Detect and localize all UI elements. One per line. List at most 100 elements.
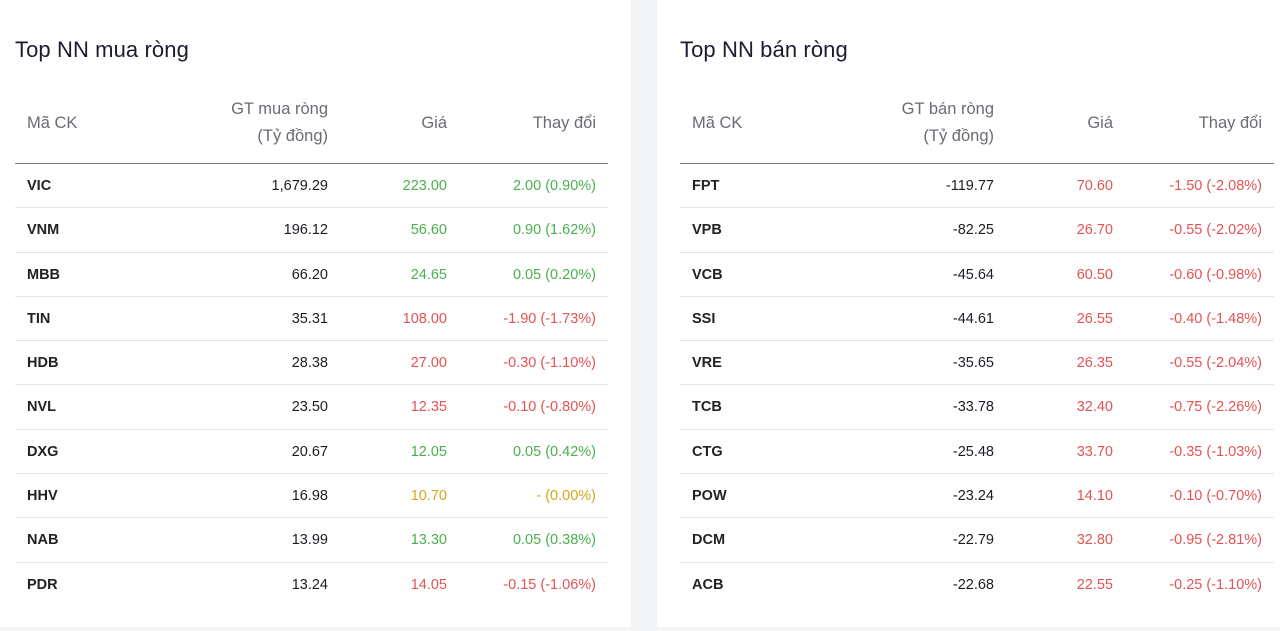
table-row[interactable]: VIC 1,679.29 223.00 2.00 (0.90%) bbox=[15, 164, 608, 209]
table-row[interactable]: CTG -25.48 33.70 -0.35 (-1.03%) bbox=[680, 430, 1274, 475]
net-value: 66.20 bbox=[291, 266, 328, 283]
net-value: -45.64 bbox=[952, 266, 994, 283]
net-value: 35.31 bbox=[291, 310, 328, 327]
stock-code[interactable]: NVL bbox=[27, 399, 56, 416]
price: 22.55 bbox=[1076, 576, 1113, 593]
net-sell-table-header: Mã CK GT bán ròng (Tỷ đồng) Giá Thay đổi bbox=[680, 90, 1274, 164]
net-value: 1,679.29 bbox=[271, 178, 328, 194]
price: 33.70 bbox=[1076, 443, 1113, 460]
table-row[interactable]: FPT -119.77 70.60 -1.50 (-2.08%) bbox=[680, 164, 1274, 209]
table-row[interactable]: DCM -22.79 32.80 -0.95 (-2.81%) bbox=[680, 518, 1274, 563]
price-change: -1.90 (-1.73%) bbox=[503, 310, 596, 327]
table-row[interactable]: PDR 13.24 14.05 -0.15 (-1.06%) bbox=[15, 563, 608, 607]
price-change: -0.40 (-1.48%) bbox=[1169, 310, 1262, 327]
table-row[interactable]: HHV 16.98 10.70 - (0.00%) bbox=[15, 474, 608, 519]
table-row[interactable]: MBB 66.20 24.65 0.05 (0.20%) bbox=[15, 253, 608, 297]
table-row[interactable]: DXG 20.67 12.05 0.05 (0.42%) bbox=[15, 430, 608, 475]
table-row[interactable]: VCB -45.64 60.50 -0.60 (-0.98%) bbox=[680, 253, 1274, 297]
price-change: -0.25 (-1.10%) bbox=[1169, 576, 1262, 593]
stock-code[interactable]: MBB bbox=[27, 266, 61, 283]
header-price: Giá bbox=[1087, 114, 1113, 132]
stock-code[interactable]: DXG bbox=[27, 443, 59, 460]
header-code: Mã CK bbox=[692, 114, 743, 132]
price-change: -0.15 (-1.06%) bbox=[503, 576, 596, 593]
price: 70.60 bbox=[1076, 178, 1113, 194]
stock-code[interactable]: VPB bbox=[692, 222, 722, 239]
stock-code[interactable]: DCM bbox=[692, 532, 726, 549]
price-change: -0.10 (-0.80%) bbox=[503, 399, 596, 416]
stock-code[interactable]: CTG bbox=[692, 443, 723, 460]
stock-code[interactable]: PDR bbox=[27, 576, 58, 593]
price: 32.40 bbox=[1076, 399, 1113, 416]
net-buy-table-header: Mã CK GT mua ròng (Tỷ đồng) Giá Thay đổi bbox=[15, 90, 608, 164]
price-change: -0.10 (-0.70%) bbox=[1169, 488, 1262, 505]
stock-code[interactable]: SSI bbox=[692, 310, 716, 327]
price-change: 0.05 (0.20%) bbox=[512, 266, 596, 283]
table-row[interactable]: TIN 35.31 108.00 -1.90 (-1.73%) bbox=[15, 297, 608, 342]
net-value: -22.68 bbox=[952, 576, 994, 593]
table-row[interactable]: VPB -82.25 26.70 -0.55 (-2.02%) bbox=[680, 208, 1274, 253]
stock-code[interactable]: TIN bbox=[27, 310, 51, 327]
header-net-sell-value: GT bán ròng (Tỷ đồng) bbox=[901, 100, 994, 145]
stock-code[interactable]: VCB bbox=[692, 266, 723, 283]
net-sell-table-body: FPT -119.77 70.60 -1.50 (-2.08%) VPB -82.25 26… bbox=[680, 164, 1274, 607]
table-row[interactable]: HDB 28.38 27.00 -0.30 (-1.10%) bbox=[15, 341, 608, 386]
stock-code[interactable]: VIC bbox=[27, 178, 52, 194]
price-change: 0.90 (1.62%) bbox=[512, 222, 596, 239]
header-net-buy-value: GT mua ròng (Tỷ đồng) bbox=[231, 100, 328, 145]
table-row[interactable]: POW -23.24 14.10 -0.10 (-0.70%) bbox=[680, 474, 1274, 519]
net-value: -33.78 bbox=[952, 399, 994, 416]
stock-code[interactable]: NAB bbox=[27, 532, 59, 549]
price-change: 0.05 (0.38%) bbox=[512, 532, 596, 549]
price: 14.10 bbox=[1076, 488, 1113, 505]
price-change: -0.55 (-2.04%) bbox=[1169, 355, 1262, 372]
net-buy-title: Top NN mua ròng bbox=[15, 37, 189, 62]
stock-code[interactable]: VNM bbox=[27, 222, 60, 239]
stock-code[interactable]: HDB bbox=[27, 355, 59, 372]
price: 24.65 bbox=[410, 266, 447, 283]
price-change: -0.55 (-2.02%) bbox=[1169, 222, 1262, 239]
net-buy-table-body: VIC 1,679.29 223.00 2.00 (0.90%) VNM 196.12 56… bbox=[15, 164, 608, 607]
price-change: 2.00 (0.90%) bbox=[512, 178, 596, 194]
net-sell-title: Top NN bán ròng bbox=[680, 37, 848, 62]
stock-code[interactable]: HHV bbox=[27, 488, 58, 505]
price: 32.80 bbox=[1076, 532, 1113, 549]
price: 60.50 bbox=[1076, 266, 1113, 283]
price-change: -1.50 (-2.08%) bbox=[1169, 178, 1262, 194]
stock-code[interactable]: POW bbox=[692, 488, 727, 505]
stock-code[interactable]: VRE bbox=[692, 355, 722, 372]
table-row[interactable]: VRE -35.65 26.35 -0.55 (-2.04%) bbox=[680, 341, 1274, 386]
stock-code[interactable]: TCB bbox=[692, 399, 722, 416]
net-value: -23.24 bbox=[952, 488, 994, 505]
table-row[interactable]: NVL 23.50 12.35 -0.10 (-0.80%) bbox=[15, 385, 608, 430]
price-change: 0.05 (0.42%) bbox=[512, 443, 596, 460]
price: 13.30 bbox=[410, 532, 447, 549]
price: 108.00 bbox=[402, 310, 447, 327]
table-row[interactable]: VNM 196.12 56.60 0.90 (1.62%) bbox=[15, 208, 608, 253]
net-value: -35.65 bbox=[952, 355, 994, 372]
net-value: -44.61 bbox=[952, 310, 994, 327]
price: 27.00 bbox=[410, 355, 447, 372]
price-change: - (0.00%) bbox=[536, 488, 596, 505]
net-value: 23.50 bbox=[291, 399, 328, 416]
table-row[interactable]: TCB -33.78 32.40 -0.75 (-2.26%) bbox=[680, 385, 1274, 430]
price-change: -0.95 (-2.81%) bbox=[1169, 532, 1262, 549]
stock-code[interactable]: ACB bbox=[692, 576, 724, 593]
stock-code[interactable]: FPT bbox=[692, 178, 720, 194]
price-change: -0.60 (-0.98%) bbox=[1169, 266, 1262, 283]
net-value: -22.79 bbox=[952, 532, 994, 549]
price: 223.00 bbox=[402, 178, 447, 194]
net-value: 16.98 bbox=[291, 488, 328, 505]
table-row[interactable]: ACB -22.68 22.55 -0.25 (-1.10%) bbox=[680, 563, 1274, 607]
price: 14.05 bbox=[410, 576, 447, 593]
table-row[interactable]: NAB 13.99 13.30 0.05 (0.38%) bbox=[15, 518, 608, 563]
table-row[interactable]: SSI -44.61 26.55 -0.40 (-1.48%) bbox=[680, 297, 1274, 342]
price: 26.70 bbox=[1076, 222, 1113, 239]
price-change: -0.35 (-1.03%) bbox=[1169, 443, 1262, 460]
net-value: 13.99 bbox=[291, 532, 328, 549]
net-value: 20.67 bbox=[291, 443, 328, 460]
net-value: -82.25 bbox=[952, 222, 994, 239]
price: 12.05 bbox=[410, 443, 447, 460]
net-buy-table: Mã CK GT mua ròng (Tỷ đồng) Giá Thay đổi… bbox=[15, 90, 608, 607]
